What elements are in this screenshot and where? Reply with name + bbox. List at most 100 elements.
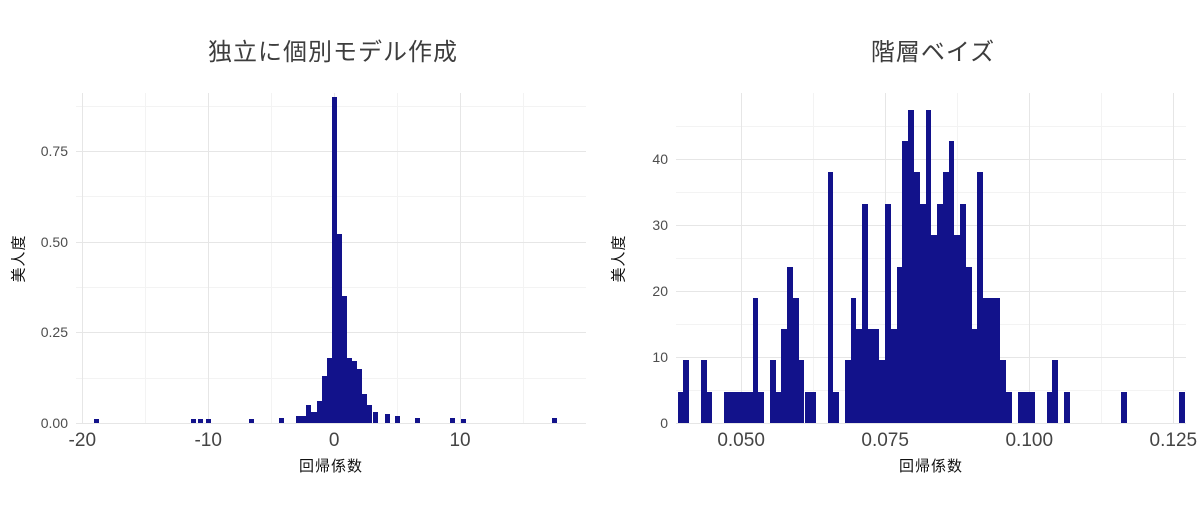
histogram-bar xyxy=(914,172,920,423)
histogram-bar xyxy=(775,391,782,423)
histogram-bar xyxy=(862,203,868,423)
histogram-bar xyxy=(341,296,347,423)
major-gridline-vertical xyxy=(460,93,462,423)
y-tick-label: 30 xyxy=(652,217,668,233)
histogram-bar xyxy=(741,391,747,423)
chart-title: 独立に個別モデル作成 xyxy=(208,39,458,66)
histogram-bar xyxy=(769,360,776,423)
histogram-bar xyxy=(896,266,903,423)
y-tick-label: 0.00 xyxy=(40,415,68,431)
histogram-bar xyxy=(321,375,327,423)
histogram-bar xyxy=(735,391,742,423)
histogram-bar xyxy=(93,418,99,423)
histogram-bar xyxy=(683,360,690,423)
chart-body: 美人度 0.00 0.25 0.50 0.75 -20 -10 0 10 回帰係数 xyxy=(6,93,590,476)
histogram-bar xyxy=(977,172,984,423)
histogram-bar xyxy=(931,234,938,423)
major-gridline-vertical xyxy=(208,93,210,423)
histogram-bar xyxy=(723,391,730,423)
histogram-bar xyxy=(1121,391,1128,423)
minor-gridline-vertical xyxy=(813,93,815,423)
major-gridline-vertical xyxy=(741,93,743,423)
histogram-bar xyxy=(960,203,966,423)
histogram-bar xyxy=(729,391,736,423)
histogram-bar xyxy=(804,391,811,423)
histogram-bar xyxy=(1052,360,1059,423)
histogram-bar xyxy=(1017,391,1024,423)
x-axis-label: 回帰係数 xyxy=(298,458,363,475)
y-axis-label-column: 美人度 xyxy=(606,93,630,423)
histogram-bar xyxy=(361,393,367,423)
x-tick-label: 0.075 xyxy=(861,430,909,451)
major-gridline-horizontal xyxy=(76,423,586,424)
y-tick-label: 0 xyxy=(660,415,668,431)
y-tick-labels: 0 10 20 30 40 xyxy=(630,93,676,431)
histogram-bar xyxy=(198,418,204,423)
plot-column: 0.050 0.075 0.100 0.125 回帰係数 xyxy=(676,93,1197,476)
major-gridline-vertical xyxy=(1029,93,1031,423)
minor-gridline-horizontal xyxy=(76,287,586,288)
minor-gridline-vertical xyxy=(397,93,399,423)
histogram-bar xyxy=(306,404,312,423)
histogram-bar xyxy=(965,266,972,423)
histogram-bar xyxy=(414,417,420,423)
minor-gridline-vertical xyxy=(1101,93,1103,423)
histogram-bar xyxy=(781,329,788,423)
minor-gridline-horizontal xyxy=(76,196,586,198)
histogram-bar xyxy=(798,360,805,423)
x-tick-labels: -20 -10 0 10 xyxy=(69,423,586,455)
histogram-bar xyxy=(919,203,926,423)
x-tick-label: 0.050 xyxy=(717,430,765,451)
histogram-bar xyxy=(1029,391,1035,423)
histogram-bar xyxy=(850,297,857,423)
histogram-bar xyxy=(331,96,337,423)
histogram-bar xyxy=(384,413,390,423)
histogram-bar xyxy=(1000,360,1007,423)
histogram-bar xyxy=(346,357,352,423)
histogram-bar xyxy=(948,141,955,423)
x-tick-label: 0 xyxy=(328,430,340,451)
y-axis-label-column: 美人度 xyxy=(6,93,30,423)
histogram-bar xyxy=(356,368,362,423)
x-tick-labels: 0.050 0.075 0.100 0.125 xyxy=(676,423,1197,455)
histogram-bar xyxy=(1006,391,1012,423)
major-gridline-horizontal xyxy=(676,423,1186,424)
histogram-bar xyxy=(787,266,793,423)
histogram-bar xyxy=(873,329,880,423)
y-tick-labels: 0.00 0.25 0.50 0.75 xyxy=(30,93,76,431)
histogram-bar xyxy=(552,417,558,423)
minor-gridline-vertical xyxy=(271,93,273,423)
histogram-bar xyxy=(296,415,302,423)
histogram-bar xyxy=(326,357,332,423)
histogram-bar xyxy=(758,391,765,423)
histogram-bar xyxy=(278,417,284,423)
y-tick-label: 0.50 xyxy=(40,233,68,250)
major-gridline-horizontal xyxy=(76,151,586,153)
histogram-bar xyxy=(301,416,307,423)
histogram-bar xyxy=(908,109,914,423)
minor-gridline-horizontal xyxy=(76,105,586,107)
histogram-bar xyxy=(248,418,254,423)
histogram-bar xyxy=(937,203,943,423)
chart-body: 美人度 0 10 20 30 40 0.050 0.075 0.100 0.125 回帰係数 xyxy=(606,93,1197,476)
x-axis-label: 回帰係数 xyxy=(898,458,963,475)
histogram-bar xyxy=(366,404,372,423)
histogram-bar xyxy=(746,391,753,423)
histogram-bar xyxy=(1063,391,1070,423)
histogram-bar xyxy=(677,391,684,423)
histogram-bar xyxy=(336,234,342,423)
major-gridline-horizontal xyxy=(76,241,586,243)
x-tick-label: 10 xyxy=(449,430,471,451)
histogram-bar xyxy=(373,412,379,423)
histogram-bar xyxy=(706,391,713,423)
histogram-bar xyxy=(450,417,456,423)
histogram-bar xyxy=(316,401,322,423)
plot-column: -20 -10 0 10 回帰係数 xyxy=(69,93,590,476)
histogram-bar xyxy=(810,391,817,423)
x-tick-label: 0.100 xyxy=(1005,430,1054,451)
histogram-bar xyxy=(879,360,886,423)
x-tick-label: -20 xyxy=(68,430,97,451)
histogram-bar xyxy=(942,172,949,423)
y-tick-label: 0.75 xyxy=(40,143,68,160)
y-tick-label: 40 xyxy=(652,151,668,167)
